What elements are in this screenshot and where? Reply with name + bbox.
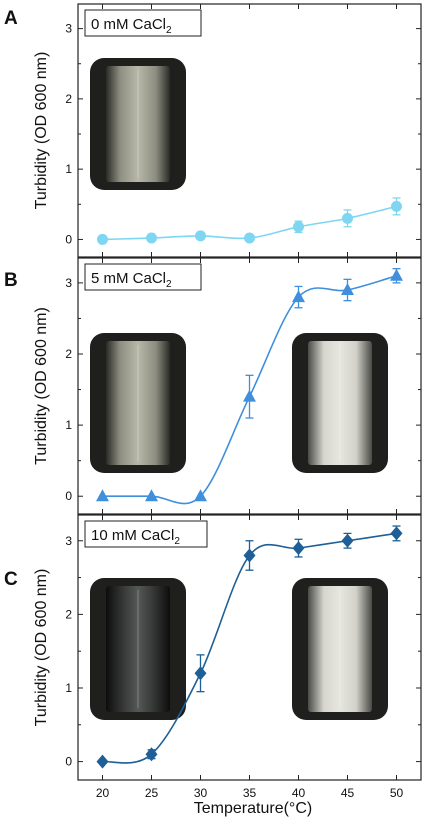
condition-label-box [84,263,202,291]
data-point [292,290,305,303]
y-tick-label: 2 [65,92,72,106]
condition-label-text: 0 mM CaCl2 [91,16,172,36]
y-tick-label: 0 [65,232,72,246]
y-axis-title: Turbidity (OD 600 nm) [33,52,50,210]
data-point [391,200,402,212]
condition-label: 10 mM CaCl2 [84,520,208,548]
panel-c: 0 1 2 3 20 25 30 35 40 45 50 Turbidity (OD 600 nm) C… [4,514,422,800]
y-axis-title: Turbidity (OD 600 nm) [33,307,50,465]
cuvette [308,341,372,465]
panel-letter: C [4,569,18,590]
x-tick-label: 45 [341,786,355,800]
y-tick-label: 0 [65,755,72,769]
y-tick-label: 2 [65,347,72,361]
panel-a: 0 1 2 3 Turbidity (OD 600 nm) A 0 mM CaCl2 [4,3,422,258]
y-tick-label: 0 [65,489,72,503]
cuvette [106,341,170,465]
y-tick-label: 3 [65,22,72,36]
x-tick-label: 30 [194,786,208,800]
cuvette [308,586,372,712]
data-point [342,212,353,224]
y-axis-title: Turbidity (OD 600 nm) [33,569,50,727]
data-point [97,233,108,245]
condition-label-box [84,520,208,548]
data-point [146,232,157,244]
cuvette-photo [90,578,186,720]
condition-label-text: 5 mM CaCl2 [91,270,172,290]
y-tick-label: 3 [65,534,72,548]
data-point [390,268,403,281]
condition-label-subscript: 2 [166,25,172,36]
y-tick-label: 3 [65,276,72,290]
data-point [194,666,207,681]
y-tick-label: 1 [65,162,72,176]
cuvette-photo [90,58,186,190]
y-tick-label: 1 [65,418,72,432]
x-tick-label: 40 [292,786,306,800]
x-axis-title: Temperature(°C) [194,800,312,817]
data-point [96,489,109,502]
cuvette [106,66,170,182]
panel-letter: B [4,270,18,291]
y-tick-label: 2 [65,607,72,621]
condition-label: 0 mM CaCl2 [84,9,202,37]
y-tick-label: 1 [65,681,72,695]
data-point [243,389,256,402]
data-point [96,754,109,769]
x-tick-label: 50 [390,786,404,800]
cuvette-photo [292,578,388,720]
data-point [145,747,158,762]
x-tick-label: 35 [243,786,257,800]
data-point [194,489,207,502]
data-point [341,283,354,295]
condition-label-subscript: 2 [166,279,172,290]
panel-letter: A [4,8,18,29]
data-point [244,232,255,244]
condition-label-box [84,9,202,37]
cuvette-photo [292,333,388,473]
condition-label-subscript: 2 [174,536,180,547]
data-point [292,541,305,556]
data-point [341,533,354,548]
data-point [145,489,158,502]
cuvette [106,586,170,712]
x-tick-label: 25 [145,786,159,800]
data-point [243,548,256,563]
data-point [293,221,304,233]
x-tick-label: 20 [96,786,110,800]
data-point [195,230,206,242]
condition-label-text: 10 mM CaCl2 [91,527,180,547]
data-point [390,526,403,541]
cuvette-photo [90,333,186,473]
condition-label: 5 mM CaCl2 [84,263,202,291]
panel-b: 0 1 2 3 Turbidity (OD 600 nm) B 5 mM CaCl2 [4,257,422,515]
